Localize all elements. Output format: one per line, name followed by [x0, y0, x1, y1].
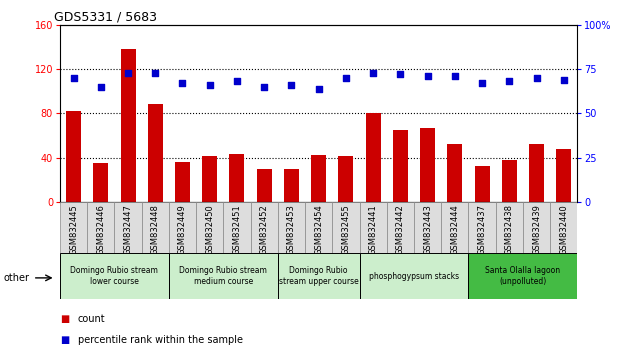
Text: Santa Olalla lagoon
(unpolluted): Santa Olalla lagoon (unpolluted): [485, 267, 560, 286]
Text: Domingo Rubio stream
lower course: Domingo Rubio stream lower course: [71, 267, 158, 286]
FancyBboxPatch shape: [278, 202, 305, 253]
Bar: [557, 149, 571, 202]
FancyBboxPatch shape: [196, 202, 223, 253]
Text: GSM832442: GSM832442: [396, 204, 405, 255]
FancyBboxPatch shape: [223, 202, 251, 253]
FancyBboxPatch shape: [360, 202, 387, 253]
FancyBboxPatch shape: [360, 253, 468, 299]
Bar: [230, 154, 244, 202]
Point: [96, 84, 106, 90]
Text: GSM832451: GSM832451: [232, 204, 242, 255]
Point: [368, 70, 378, 75]
Point: [314, 86, 324, 91]
FancyBboxPatch shape: [169, 202, 196, 253]
FancyBboxPatch shape: [441, 202, 468, 253]
Point: [177, 80, 187, 86]
Bar: [175, 162, 190, 202]
Text: GSM832441: GSM832441: [369, 204, 377, 255]
Bar: [66, 111, 81, 202]
Point: [259, 84, 269, 90]
FancyBboxPatch shape: [251, 202, 278, 253]
Text: GSM832449: GSM832449: [178, 204, 187, 255]
Bar: [420, 128, 435, 202]
Point: [395, 72, 405, 77]
Text: other: other: [3, 273, 29, 283]
Bar: [148, 104, 163, 202]
Bar: [475, 166, 490, 202]
Bar: [447, 144, 463, 202]
Text: GSM832444: GSM832444: [451, 204, 459, 255]
Text: GSM832439: GSM832439: [532, 204, 541, 255]
Bar: [284, 169, 299, 202]
Point: [150, 70, 160, 75]
Point: [423, 73, 433, 79]
Text: GSM832443: GSM832443: [423, 204, 432, 255]
Text: GSM832446: GSM832446: [97, 204, 105, 255]
Point: [286, 82, 297, 88]
FancyBboxPatch shape: [496, 202, 523, 253]
Point: [204, 82, 215, 88]
Text: Domingo Rubio
stream upper course: Domingo Rubio stream upper course: [279, 267, 358, 286]
Text: GSM832453: GSM832453: [287, 204, 296, 255]
FancyBboxPatch shape: [87, 202, 114, 253]
FancyBboxPatch shape: [169, 253, 278, 299]
Bar: [311, 155, 326, 202]
Text: GSM832447: GSM832447: [124, 204, 133, 255]
Text: GSM832438: GSM832438: [505, 204, 514, 255]
Bar: [338, 156, 353, 202]
Text: GSM832454: GSM832454: [314, 204, 323, 255]
Bar: [529, 144, 544, 202]
FancyBboxPatch shape: [468, 253, 577, 299]
Bar: [365, 113, 380, 202]
Text: Domingo Rubio stream
medium course: Domingo Rubio stream medium course: [179, 267, 268, 286]
Bar: [257, 169, 272, 202]
FancyBboxPatch shape: [333, 202, 360, 253]
FancyBboxPatch shape: [305, 202, 333, 253]
Point: [450, 73, 460, 79]
FancyBboxPatch shape: [387, 202, 414, 253]
Point: [69, 75, 79, 81]
Bar: [93, 163, 109, 202]
Text: GSM832452: GSM832452: [260, 204, 269, 255]
Bar: [202, 156, 217, 202]
Bar: [502, 160, 517, 202]
Bar: [121, 49, 136, 202]
Text: percentile rank within the sample: percentile rank within the sample: [78, 335, 242, 345]
FancyBboxPatch shape: [523, 202, 550, 253]
Bar: [393, 130, 408, 202]
FancyBboxPatch shape: [414, 202, 441, 253]
Text: GSM832437: GSM832437: [478, 204, 487, 255]
FancyBboxPatch shape: [141, 202, 169, 253]
Text: count: count: [78, 314, 105, 324]
Text: GSM832450: GSM832450: [205, 204, 214, 255]
Point: [341, 75, 351, 81]
FancyBboxPatch shape: [278, 253, 360, 299]
Text: GSM832440: GSM832440: [559, 204, 569, 255]
FancyBboxPatch shape: [468, 202, 496, 253]
Point: [232, 79, 242, 84]
Point: [504, 79, 514, 84]
Text: ■: ■: [60, 314, 69, 324]
Text: ■: ■: [60, 335, 69, 345]
FancyBboxPatch shape: [114, 202, 141, 253]
Text: GSM832445: GSM832445: [69, 204, 78, 255]
Point: [531, 75, 541, 81]
Point: [558, 77, 569, 82]
FancyBboxPatch shape: [60, 202, 87, 253]
Text: GSM832448: GSM832448: [151, 204, 160, 255]
Text: phosphogypsum stacks: phosphogypsum stacks: [369, 272, 459, 281]
Text: GDS5331 / 5683: GDS5331 / 5683: [54, 11, 156, 24]
Point: [477, 80, 487, 86]
FancyBboxPatch shape: [550, 202, 577, 253]
Text: GSM832455: GSM832455: [341, 204, 350, 255]
Point: [123, 70, 133, 75]
FancyBboxPatch shape: [60, 253, 169, 299]
